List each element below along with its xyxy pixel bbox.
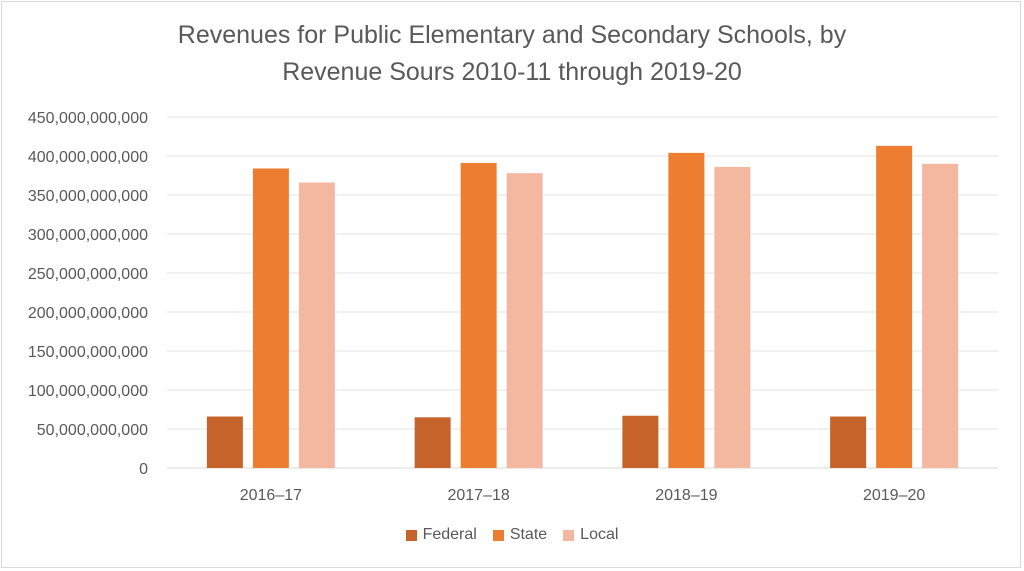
y-tick-label: 0: [139, 461, 148, 478]
x-tick-label: 2017–18: [447, 487, 509, 504]
y-tick-label: 450,000,000,000: [28, 110, 148, 127]
y-tick-label: 400,000,000,000: [28, 149, 148, 166]
bar-state: [252, 168, 289, 469]
bar-federal: [206, 416, 243, 468]
legend-swatch-state: [492, 529, 504, 541]
x-tick-label: 2016–17: [240, 487, 302, 504]
bar-state: [460, 163, 497, 468]
legend-label-state: State: [509, 526, 548, 543]
legend-item-state: State: [492, 526, 548, 544]
chart-title: Revenues for Public Elementary and Secon…: [177, 21, 847, 49]
y-tick-label: 50,000,000,000: [37, 422, 148, 439]
legend-item-local: Local: [563, 526, 618, 544]
bar-local: [298, 182, 335, 468]
bar-state: [668, 152, 705, 468]
chart-subtitle: Revenue Sours 2010-11 through 2019-20: [282, 58, 742, 86]
y-tick-label: 100,000,000,000: [28, 383, 148, 400]
y-tick-label: 350,000,000,000: [28, 188, 148, 205]
legend-label-federal: Federal: [422, 526, 477, 543]
chart-legend: Federal State Local: [0, 526, 1024, 544]
bar-local: [506, 173, 543, 468]
bar-federal: [622, 415, 659, 468]
legend-swatch-local: [563, 529, 575, 541]
y-tick-label: 200,000,000,000: [28, 305, 148, 322]
x-tick-label: 2018–19: [655, 487, 717, 504]
bar-state: [876, 145, 913, 469]
y-tick-label: 250,000,000,000: [28, 266, 148, 283]
y-tick-label: 150,000,000,000: [28, 344, 148, 361]
bar-local: [922, 163, 959, 469]
legend-label-local: Local: [580, 526, 619, 543]
x-tick-label: 2019–20: [863, 487, 925, 504]
bar-federal: [830, 416, 867, 468]
bar-federal: [414, 417, 451, 468]
legend-item-federal: Federal: [405, 526, 477, 544]
y-tick-label: 300,000,000,000: [28, 227, 148, 244]
bar-local: [714, 166, 751, 469]
legend-swatch-federal: [405, 529, 417, 541]
